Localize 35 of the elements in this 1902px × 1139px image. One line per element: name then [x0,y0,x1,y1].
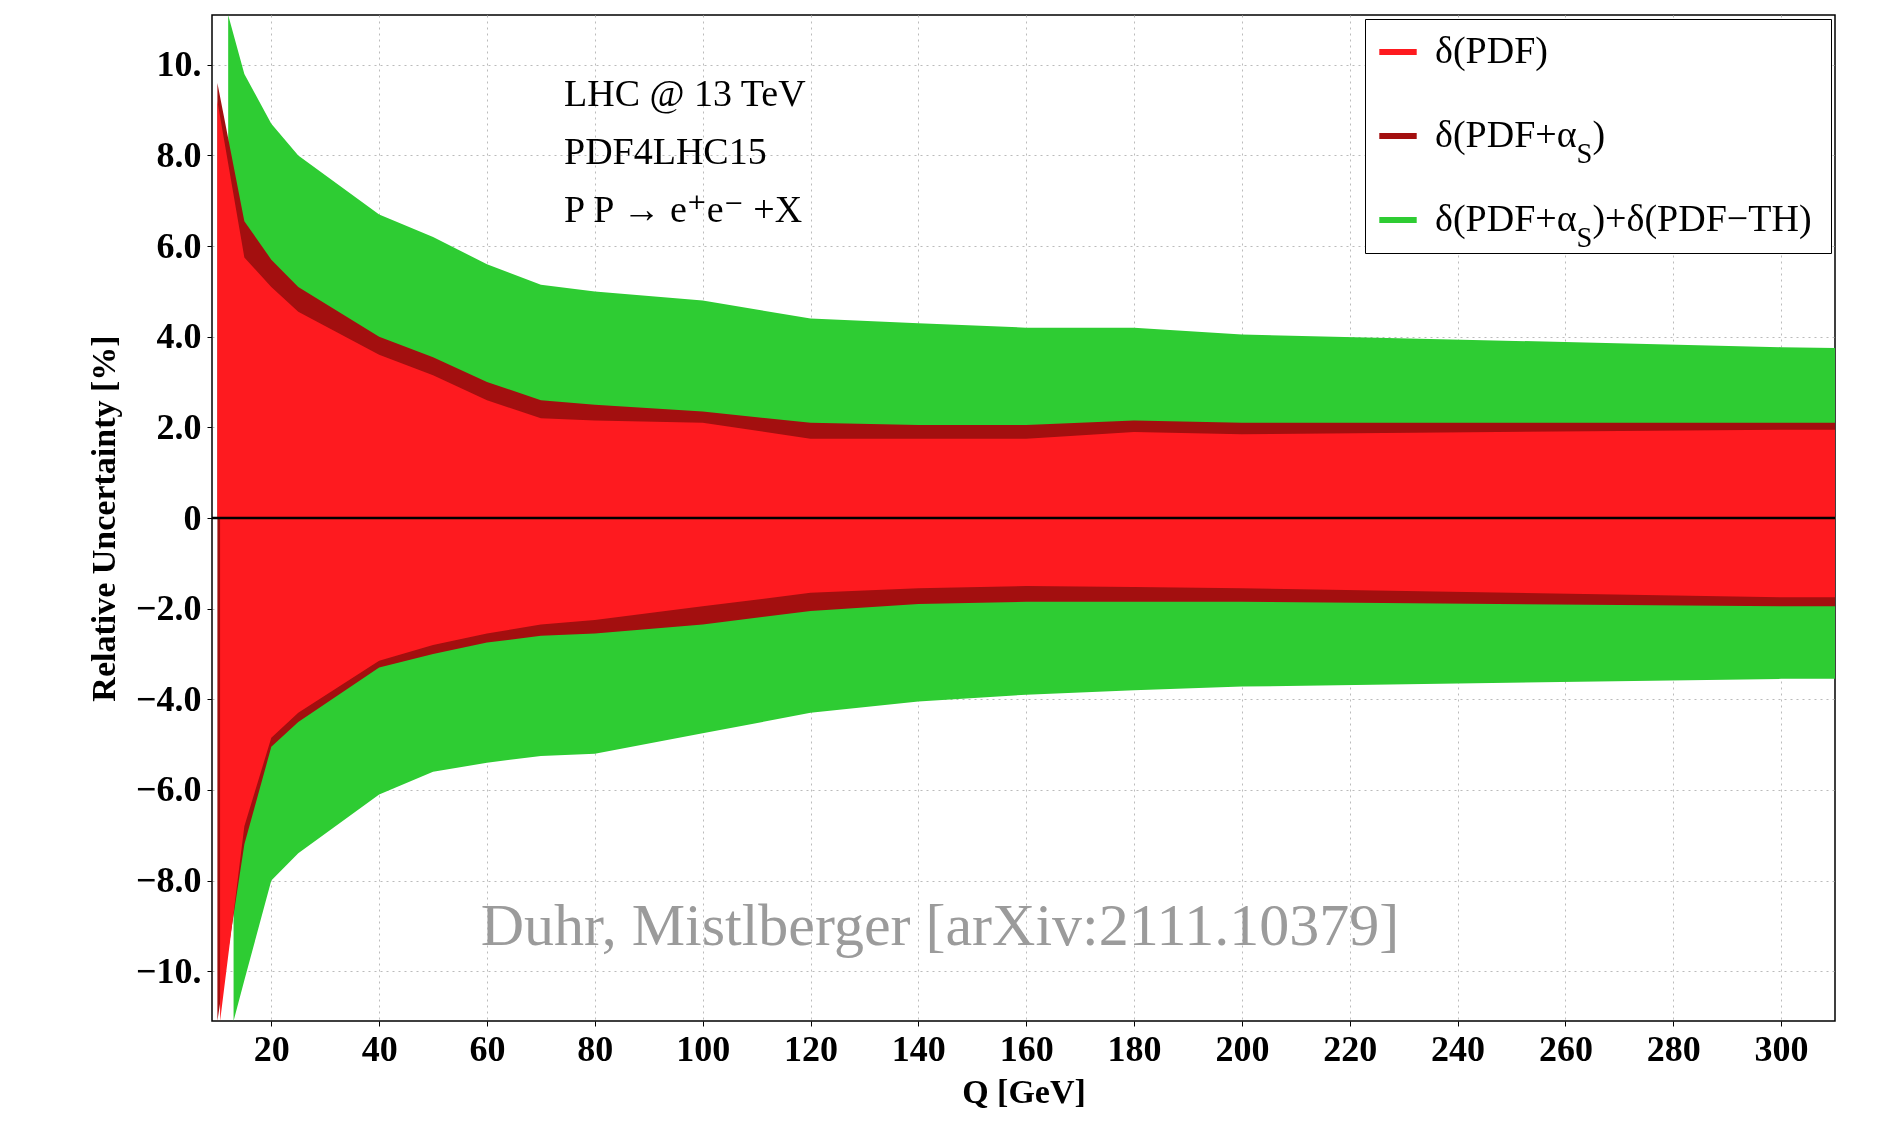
x-tick-label: 160 [999,1028,1054,1069]
x-tick-label: 40 [361,1028,398,1069]
legend-label: δ(PDF+α$_{S}$) [1435,113,1606,169]
x-tick-label: 20 [253,1028,290,1069]
y-tick-label: −2.0 [135,588,202,629]
x-tick-label: 180 [1107,1028,1162,1069]
x-axis-title: Q [GeV] [962,1072,1086,1110]
annotation: Duhr, Mistlberger [arXiv:2111.10379] [480,892,1400,958]
y-tick-label: 6.0 [156,225,202,266]
x-tick-label: 140 [891,1028,946,1069]
y-axis-title: Relative Uncertainty [%] [84,335,122,702]
x-tick-label: 80 [577,1028,614,1069]
y-tick-label: 0 [183,497,202,538]
x-tick-label: 100 [676,1028,731,1069]
x-tick-label: 60 [469,1028,506,1069]
y-tick-label: 8.0 [156,134,202,175]
y-tick-label: −6.0 [135,769,202,810]
x-tick-label: 200 [1215,1028,1270,1069]
y-tick-label: 4.0 [156,316,202,357]
x-tick-label: 220 [1323,1028,1378,1069]
y-tick-label: −10. [135,950,202,991]
x-tick-label: 260 [1538,1028,1593,1069]
x-tick-label: 120 [784,1028,839,1069]
x-tick-label: 300 [1754,1028,1809,1069]
legend-label: δ(PDF) [1435,29,1548,72]
x-tick-label: 280 [1646,1028,1701,1069]
y-tick-label: −4.0 [135,678,202,719]
x-tick-label: 240 [1431,1028,1486,1069]
y-tick-label: −8.0 [135,860,202,901]
annotation: P P → e⁺e⁻ +X [564,188,803,230]
y-tick-label: 10. [156,44,202,85]
legend-label: δ(PDF+α$_{S}$)+δ(PDF−TH) [1435,197,1812,253]
y-tick-label: 2.0 [156,406,202,447]
annotation: PDF4LHC15 [564,130,767,172]
annotation: LHC @ 13 TeV [564,72,807,114]
